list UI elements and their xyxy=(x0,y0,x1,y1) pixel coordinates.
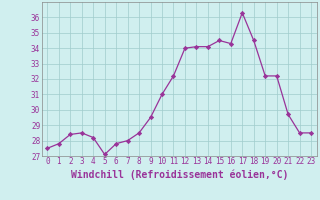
X-axis label: Windchill (Refroidissement éolien,°C): Windchill (Refroidissement éolien,°C) xyxy=(70,169,288,180)
